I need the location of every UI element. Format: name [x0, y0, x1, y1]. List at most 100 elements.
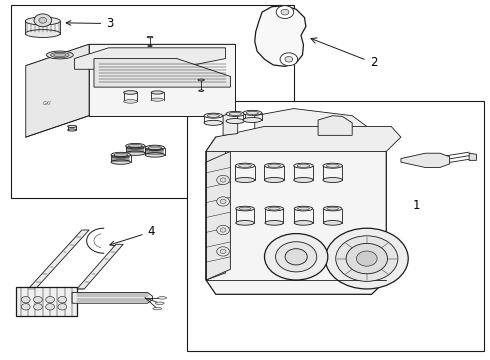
- Ellipse shape: [239, 207, 251, 210]
- Ellipse shape: [268, 164, 281, 167]
- Polygon shape: [255, 6, 306, 66]
- Ellipse shape: [125, 151, 145, 156]
- Ellipse shape: [323, 163, 343, 168]
- Polygon shape: [318, 116, 352, 135]
- Ellipse shape: [269, 207, 280, 210]
- Polygon shape: [206, 152, 230, 280]
- Circle shape: [265, 234, 328, 280]
- Ellipse shape: [226, 111, 245, 116]
- Circle shape: [33, 303, 42, 310]
- Circle shape: [346, 243, 388, 274]
- Polygon shape: [89, 44, 235, 116]
- Polygon shape: [206, 126, 401, 152]
- Ellipse shape: [294, 221, 313, 225]
- Ellipse shape: [294, 206, 313, 211]
- Polygon shape: [223, 112, 238, 135]
- Ellipse shape: [297, 207, 309, 210]
- Polygon shape: [16, 287, 77, 316]
- Circle shape: [356, 251, 377, 266]
- Ellipse shape: [123, 91, 137, 94]
- Polygon shape: [74, 48, 225, 69]
- Circle shape: [46, 296, 54, 303]
- Ellipse shape: [243, 111, 262, 115]
- Polygon shape: [26, 44, 235, 66]
- Ellipse shape: [246, 111, 258, 114]
- Ellipse shape: [148, 146, 162, 150]
- Ellipse shape: [153, 307, 162, 310]
- Ellipse shape: [25, 17, 60, 25]
- Polygon shape: [255, 109, 367, 152]
- Polygon shape: [28, 230, 89, 289]
- Polygon shape: [206, 144, 225, 280]
- Circle shape: [220, 178, 226, 182]
- Ellipse shape: [123, 100, 137, 103]
- Text: 1: 1: [413, 198, 420, 212]
- Circle shape: [58, 296, 67, 303]
- Ellipse shape: [235, 163, 255, 168]
- Ellipse shape: [204, 120, 222, 125]
- Ellipse shape: [68, 125, 76, 127]
- Circle shape: [336, 236, 398, 282]
- Circle shape: [280, 53, 297, 66]
- Circle shape: [276, 6, 294, 18]
- Ellipse shape: [145, 153, 165, 157]
- Ellipse shape: [111, 160, 130, 164]
- Polygon shape: [77, 244, 123, 289]
- Text: 3: 3: [66, 17, 114, 30]
- Ellipse shape: [323, 177, 343, 183]
- Ellipse shape: [243, 117, 262, 122]
- Circle shape: [217, 247, 229, 256]
- Ellipse shape: [125, 143, 145, 149]
- Ellipse shape: [158, 297, 167, 299]
- Ellipse shape: [294, 177, 313, 183]
- Circle shape: [281, 9, 289, 15]
- Bar: [11, 5, 294, 198]
- Ellipse shape: [47, 51, 73, 59]
- Circle shape: [220, 228, 226, 232]
- Ellipse shape: [25, 30, 60, 37]
- Ellipse shape: [236, 221, 254, 225]
- Ellipse shape: [265, 177, 284, 183]
- Circle shape: [217, 175, 229, 185]
- Circle shape: [58, 303, 67, 310]
- Ellipse shape: [327, 207, 339, 210]
- Ellipse shape: [68, 129, 76, 131]
- Circle shape: [33, 296, 42, 303]
- Ellipse shape: [326, 164, 339, 167]
- Circle shape: [34, 14, 51, 27]
- Circle shape: [275, 242, 317, 272]
- Ellipse shape: [145, 145, 165, 150]
- Ellipse shape: [323, 221, 342, 225]
- Circle shape: [220, 199, 226, 203]
- Ellipse shape: [151, 98, 163, 101]
- Ellipse shape: [239, 164, 251, 167]
- Circle shape: [285, 57, 293, 62]
- Ellipse shape: [199, 90, 203, 91]
- Ellipse shape: [235, 177, 255, 183]
- Circle shape: [22, 303, 30, 310]
- Circle shape: [22, 296, 30, 303]
- Circle shape: [46, 303, 54, 310]
- Ellipse shape: [236, 206, 254, 211]
- Text: 2: 2: [370, 56, 378, 69]
- Ellipse shape: [229, 112, 242, 116]
- Ellipse shape: [111, 152, 130, 158]
- Polygon shape: [72, 293, 152, 303]
- Circle shape: [285, 249, 307, 265]
- Circle shape: [217, 225, 229, 235]
- Bar: [187, 102, 484, 351]
- Ellipse shape: [297, 164, 310, 167]
- Text: GXI: GXI: [43, 101, 51, 106]
- Ellipse shape: [147, 36, 153, 38]
- Ellipse shape: [265, 221, 284, 225]
- Ellipse shape: [155, 302, 164, 305]
- Circle shape: [325, 228, 408, 289]
- Ellipse shape: [148, 45, 152, 46]
- Ellipse shape: [54, 53, 66, 57]
- Polygon shape: [94, 59, 230, 87]
- Ellipse shape: [265, 206, 284, 211]
- Circle shape: [217, 197, 229, 206]
- Circle shape: [220, 249, 226, 253]
- Text: 4: 4: [110, 225, 155, 246]
- Ellipse shape: [128, 144, 142, 148]
